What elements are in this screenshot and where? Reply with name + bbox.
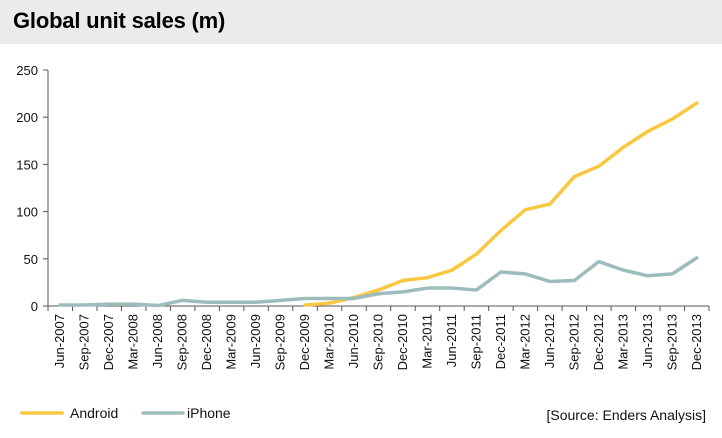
x-tick-label: Mar-2013 <box>615 314 630 370</box>
x-tick-label: Dec-2009 <box>297 314 312 370</box>
title-band <box>0 0 722 44</box>
series-line-android <box>303 101 699 307</box>
x-tick-label: Sep-2011 <box>468 314 483 369</box>
y-tick-labels: 0 50 100 150 200 250 <box>16 63 38 314</box>
x-tick-label: Sep-2008 <box>175 314 190 370</box>
source-label: [Source: Enders Analysis] <box>546 407 706 423</box>
x-tick-label: Sep-2010 <box>371 314 386 370</box>
axes <box>43 69 710 311</box>
x-tick-label: Jun-2011 <box>444 314 459 367</box>
x-tick-label: Mar-2010 <box>322 314 337 370</box>
x-tick-label: Dec-2008 <box>199 314 214 370</box>
x-tick-label: Dec-2010 <box>395 314 410 370</box>
x-tick-label: Sep-2013 <box>664 314 679 370</box>
x-tick-label: Mar-2009 <box>224 314 239 370</box>
x-tick-label: Dec-2011 <box>493 314 508 369</box>
x-tick-label: Jun-2012 <box>542 314 557 368</box>
x-tick-label: Mar-2012 <box>517 314 532 370</box>
x-tick-label: Jun-2008 <box>150 314 165 368</box>
x-tick-label: Dec-2013 <box>689 314 704 370</box>
series-line-iphone <box>58 256 699 308</box>
legend-label-android: Android <box>70 405 118 421</box>
x-tick-label: Jun-2009 <box>248 314 263 368</box>
series-lines <box>58 101 699 308</box>
x-tick-label: Dec-2012 <box>591 314 606 370</box>
y-tick-label: 150 <box>16 157 38 172</box>
legend-label-iphone: iPhone <box>187 405 231 421</box>
y-tick-label: 100 <box>16 205 38 220</box>
x-tick-label: Jun-2010 <box>346 314 361 368</box>
x-tick-label: Jun-2007 <box>52 314 67 368</box>
x-tick-label: Mar-2008 <box>126 314 141 370</box>
y-tick-label: 50 <box>24 252 38 267</box>
x-tick-label: Dec-2007 <box>101 314 116 370</box>
y-tick-label: 0 <box>31 299 38 314</box>
y-tick-label: 250 <box>16 63 38 78</box>
x-tick-label: Sep-2009 <box>273 314 288 370</box>
x-tick-label: Sep-2012 <box>566 314 581 370</box>
x-tick-label: Jun-2013 <box>640 314 655 368</box>
x-tick-label: Mar-2011 <box>419 314 434 369</box>
y-tick-label: 200 <box>16 110 38 125</box>
x-tick-label: Sep-2007 <box>77 314 92 370</box>
x-tick-labels: Jun-2007 Sep-2007 Dec-2007 Mar-2008 Jun-2008… <box>52 314 704 370</box>
chart-title: Global unit sales (m) <box>13 8 226 33</box>
legend: Android iPhone <box>20 405 231 421</box>
source-note: [Source: Enders Analysis] <box>546 407 706 423</box>
